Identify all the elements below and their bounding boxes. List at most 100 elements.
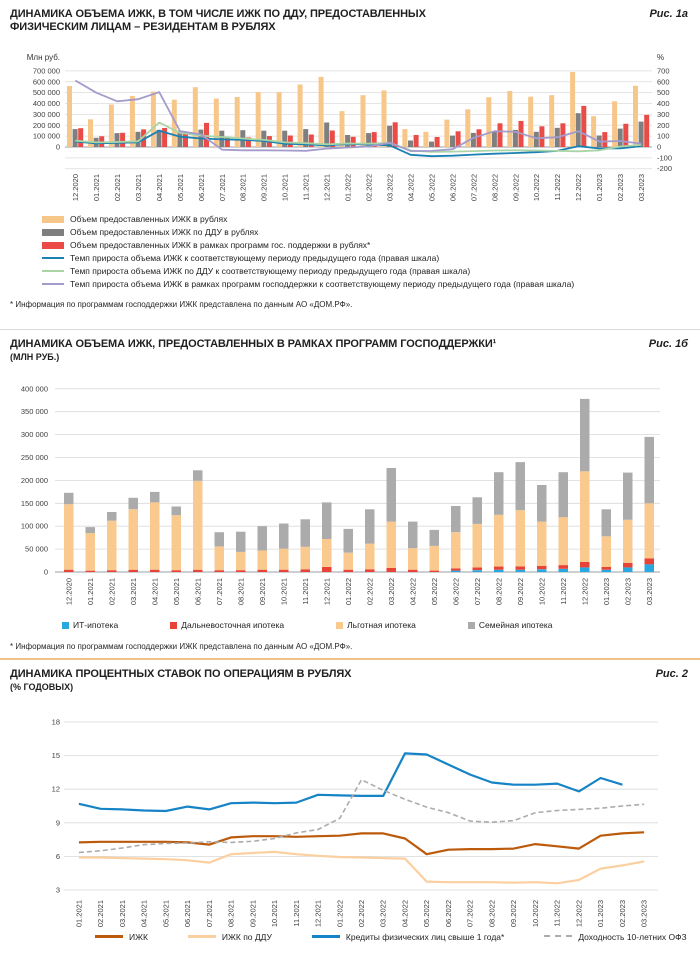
legend-label: Объем предоставленных ИЖК в рамках прогр… (70, 240, 371, 250)
legend-item: Доходность 10-летних ОФЗ (544, 932, 687, 942)
tick-label: 18 (52, 718, 60, 727)
tick-label: 09.2021 (260, 174, 269, 201)
legend-label: ИТ-ипотека (73, 620, 119, 630)
stack-segment (429, 545, 439, 571)
stack-segment (580, 471, 590, 562)
tick-label: 08.2021 (227, 900, 236, 927)
stack-segment (451, 506, 461, 533)
tick-label: 07.2021 (205, 900, 214, 927)
stack-segment (537, 521, 547, 566)
stack-segment (494, 514, 504, 567)
legend-label: Объем предоставленных ИЖК в рублях (70, 214, 228, 224)
stack-segment (257, 569, 267, 572)
stack-segment (494, 569, 504, 572)
stack-segment (107, 570, 117, 572)
figure-label-1a: Рис. 1а (649, 8, 688, 20)
stack-segment (279, 569, 289, 572)
legend-item: Объем предоставленных ИЖК по ДДУ в рубля… (42, 227, 574, 237)
legend-item: ИТ-ипотека (62, 620, 118, 630)
stack-segment (623, 472, 633, 520)
legend-label: Доходность 10-летних ОФЗ (578, 932, 687, 942)
tick-label: 04.2021 (140, 900, 149, 927)
tick-label: 05.2021 (176, 174, 185, 201)
tick-label: 03.2022 (379, 900, 388, 927)
section2-subtitle: (МЛН РУБ.) (10, 352, 60, 362)
stack-segment (300, 569, 310, 572)
rate-line (78, 831, 645, 856)
stack-segment (623, 562, 633, 568)
stack-segment (322, 567, 332, 572)
stack-segment (300, 519, 310, 547)
section1-footnote: * Информация по программам господдержки … (10, 300, 353, 309)
tick-label: Млн руб. (27, 53, 60, 62)
tick-label: 400 (657, 99, 670, 108)
stack-segment (494, 566, 504, 570)
tick-label: 03.2021 (129, 578, 138, 605)
stack-segment (85, 533, 95, 571)
tick-label: 100 000 (21, 522, 48, 531)
section2-header: ДИНАМИКА ОБЪЕМА ИЖК, ПРЕДОСТАВЛЕННЫХ В Р… (10, 332, 690, 362)
stack-segment (214, 546, 224, 571)
tick-label: 12.2021 (323, 174, 332, 201)
tick-label: 09.2022 (511, 174, 520, 201)
bar-series (67, 71, 638, 147)
legend-square-swatch (336, 622, 344, 629)
tick-label: 03.2022 (385, 174, 394, 201)
tick-label: 11.2022 (553, 174, 562, 201)
stack-segment (386, 521, 396, 568)
tick-label: 350 000 (21, 407, 48, 416)
legend-item: Темп прироста объема ИЖК к соответствующ… (42, 253, 574, 263)
tick-label: 09.2021 (258, 578, 267, 605)
rate-line (78, 850, 645, 885)
stack-segment (150, 569, 160, 572)
tick-label: 150 000 (21, 499, 48, 508)
stack-segment (128, 509, 138, 570)
tick-label: 200 000 (21, 476, 48, 485)
stack-segment (64, 492, 74, 505)
tick-label: 08.2022 (490, 174, 499, 201)
legend-item: Темп прироста объема ИЖК по ДДУ к соотве… (42, 266, 574, 276)
tick-label: 02.2021 (108, 578, 117, 605)
legend-label: ИЖК по ДДУ (221, 932, 272, 942)
stack-segment (193, 480, 203, 570)
stack-segment (537, 485, 547, 522)
legend-bar-swatch (42, 228, 64, 236)
stack-segment (580, 561, 590, 568)
tick-label: 250 000 (21, 453, 48, 462)
legend-line-swatch (42, 256, 64, 260)
tick-label: 12.2020 (65, 578, 74, 605)
legend-item: Семейная ипотека (467, 620, 553, 630)
stack-segment (644, 436, 654, 504)
stack-segment (322, 502, 332, 539)
tick-label: 11.2022 (559, 578, 568, 605)
tick-label: 0 (56, 143, 60, 152)
section-izhk-volume: ДИНАМИКА ОБЪЕМА ИЖК, В ТОМ ЧИСЛЕ ИЖК ПО … (0, 0, 700, 330)
tick-label: 07.2021 (215, 578, 224, 605)
tick-label: 100 000 (33, 132, 60, 141)
tick-label: 07.2022 (469, 174, 478, 201)
stack-segment (580, 567, 590, 572)
legend-bar-swatch (42, 215, 64, 223)
tick-label: 500 000 (33, 88, 60, 97)
stack-segment (279, 523, 289, 549)
tick-label: 200 (657, 121, 670, 130)
tick-label: 10.2021 (281, 174, 290, 201)
tick-label: 06.2021 (197, 174, 206, 201)
legend-item: ИЖК по ДДУ (187, 932, 272, 942)
stack-segment (64, 504, 74, 570)
tick-label: 12.2021 (314, 900, 323, 927)
legend-line-swatch (42, 282, 64, 286)
stack-segment (429, 570, 439, 572)
legend-label: Льготная ипотека (347, 620, 416, 630)
tick-label: % (657, 53, 664, 62)
tick-label: 12.2022 (574, 900, 583, 927)
line-series (74, 79, 642, 152)
tick-label: 06.2022 (452, 578, 461, 605)
chart3-legend: ИЖК ИЖК по ДДУ Кредиты физических лиц свыш… (95, 932, 687, 942)
stack-segment (257, 526, 267, 551)
tick-label: 03.2021 (134, 174, 143, 201)
tick-label: 10.2021 (280, 578, 289, 605)
stack-segment (150, 491, 160, 503)
stack-segment (537, 566, 547, 570)
